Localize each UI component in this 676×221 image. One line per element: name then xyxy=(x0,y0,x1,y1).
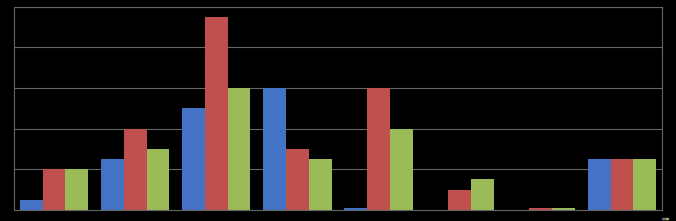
Bar xyxy=(43,169,66,210)
Bar xyxy=(367,88,390,210)
Bar xyxy=(147,149,169,210)
Bar xyxy=(448,190,471,210)
Bar xyxy=(633,159,656,210)
Bar xyxy=(66,169,88,210)
Bar xyxy=(552,208,575,210)
Bar xyxy=(124,129,147,210)
Bar xyxy=(228,88,250,210)
Bar xyxy=(205,17,228,210)
Bar xyxy=(309,159,331,210)
Bar xyxy=(588,159,610,210)
Bar xyxy=(20,200,43,210)
Bar xyxy=(101,159,124,210)
Legend: , , : , , xyxy=(662,217,669,219)
Bar xyxy=(286,149,309,210)
Bar xyxy=(529,208,552,210)
Bar xyxy=(264,88,286,210)
Bar xyxy=(471,179,493,210)
Bar xyxy=(610,159,633,210)
Bar xyxy=(390,129,412,210)
Bar xyxy=(345,208,367,210)
Bar xyxy=(183,108,205,210)
